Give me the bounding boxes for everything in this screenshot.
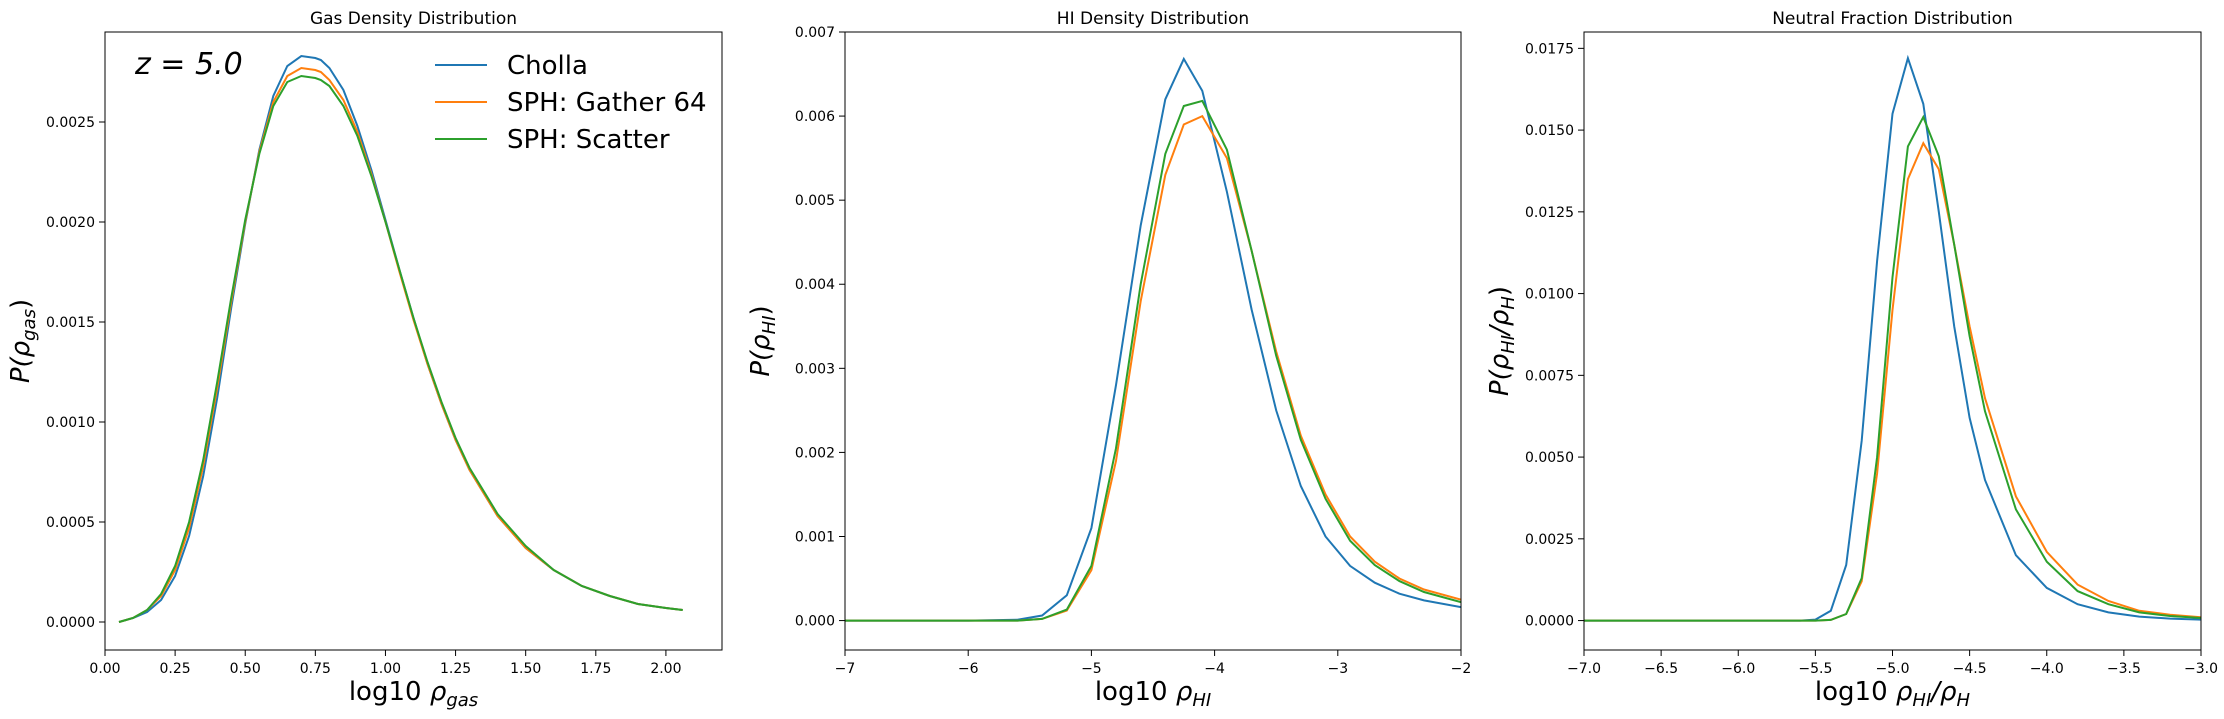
- x-axis-label: log10 ρHI: [1095, 677, 1211, 711]
- y-tick-label: 0.0050: [1525, 450, 1574, 466]
- x-tick-label: −6.5: [1644, 661, 1678, 677]
- x-tick-label: −5.5: [1798, 661, 1832, 677]
- x-axis-label: log10 ρgas: [349, 677, 478, 711]
- y-tick-label: 0.0015: [46, 315, 95, 331]
- y-tick-label: 0.0125: [1525, 205, 1574, 221]
- x-tick-label: −3: [1327, 661, 1348, 677]
- chart-title: Gas Density Distribution: [310, 9, 517, 29]
- y-tick-label: 0.0025: [1525, 532, 1574, 548]
- legend: Cholla SPH: Gather 64 SPH: Scatter: [435, 51, 707, 155]
- series-line-cholla: [845, 56, 1461, 622]
- y-tick-label: 0.0010: [46, 415, 95, 431]
- y-axis-label: P(ρHI/ρH): [1485, 286, 1519, 396]
- y-tick-label: 0.0000: [1525, 614, 1574, 630]
- x-tick-label: 1.00: [370, 661, 401, 677]
- y-tick-label: 0.004: [795, 277, 835, 293]
- legend-label: SPH: Gather 64: [507, 88, 707, 118]
- x-tick-label: 0.75: [300, 661, 331, 677]
- y-axis-label: P(ρgas): [6, 299, 40, 383]
- legend-label: SPH: Scatter: [507, 125, 670, 155]
- series-line-sph-scatter: [118, 74, 683, 623]
- x-tick-label: 0.25: [160, 661, 191, 677]
- x-tick-label: −4: [1204, 661, 1225, 677]
- chart-panel-3: Neutral Fraction Distribution −7.0 −6.5 −6.…: [1485, 9, 2218, 711]
- x-tick-label: −7.0: [1567, 661, 1601, 677]
- y-tick-label: 0.0025: [46, 115, 95, 131]
- y-tick-label: 0.0000: [46, 615, 95, 631]
- y-tick-label: 0.000: [795, 614, 835, 630]
- plot-frame: [104, 31, 723, 651]
- series-line-sph-scatter: [1584, 114, 2201, 622]
- chart-title: HI Density Distribution: [1057, 9, 1249, 29]
- chart-title: Neutral Fraction Distribution: [1772, 9, 2013, 29]
- x-tick-label: −5: [1081, 661, 1102, 677]
- x-axis-label: log10 ρHI/ρH: [1815, 677, 1971, 711]
- x-tick-label: −6: [958, 661, 979, 677]
- chart-panel-2: HI Density Distribution −7 −6 −5 −4 −3 −2 0.000…: [746, 9, 1471, 711]
- x-tick-label: −7: [835, 661, 856, 677]
- y-tick-label: 0.0075: [1525, 368, 1574, 384]
- x-tick-label: −4.5: [1953, 661, 1987, 677]
- x-tick-label: −2: [1451, 661, 1472, 677]
- x-tick-label: 1.75: [580, 661, 611, 677]
- x-tick-label: −3.5: [2107, 661, 2141, 677]
- redshift-annotation: z = 5.0: [134, 47, 243, 82]
- y-tick-label: 0.001: [795, 529, 835, 545]
- y-tick-label: 0.005: [795, 193, 835, 209]
- y-tick-label: 0.0175: [1525, 41, 1574, 57]
- x-tick-label: 0.50: [230, 661, 261, 677]
- legend-label: Cholla: [507, 51, 588, 81]
- y-tick-label: 0.002: [795, 445, 835, 461]
- x-tick-label: −3.0: [2184, 661, 2218, 677]
- y-tick-label: 0.007: [795, 25, 835, 41]
- x-tick-label: 1.50: [510, 661, 541, 677]
- x-tick-label: −4.0: [2030, 661, 2064, 677]
- y-axis-label: P(ρHI): [746, 305, 780, 376]
- x-tick-label: −5.0: [1876, 661, 1910, 677]
- y-tick-label: 0.0005: [46, 515, 95, 531]
- y-tick-label: 0.0100: [1525, 287, 1574, 303]
- y-tick-label: 0.006: [795, 109, 835, 125]
- y-tick-label: 0.0020: [46, 215, 95, 231]
- x-tick-label: 0.00: [89, 661, 120, 677]
- x-tick-label: 1.25: [440, 661, 471, 677]
- series-line-sph-scatter: [845, 99, 1461, 622]
- plot-frame: [844, 31, 1462, 651]
- x-tick-label: 2.00: [650, 661, 681, 677]
- x-tick-label: −6.0: [1721, 661, 1755, 677]
- series-line-sph-gather-64: [118, 66, 683, 623]
- y-tick-label: 0.003: [795, 361, 835, 377]
- chart-panel-1: Gas Density Distribution 0.00 0.25 0.50 0.75…: [6, 9, 723, 711]
- y-tick-label: 0.0150: [1525, 123, 1574, 139]
